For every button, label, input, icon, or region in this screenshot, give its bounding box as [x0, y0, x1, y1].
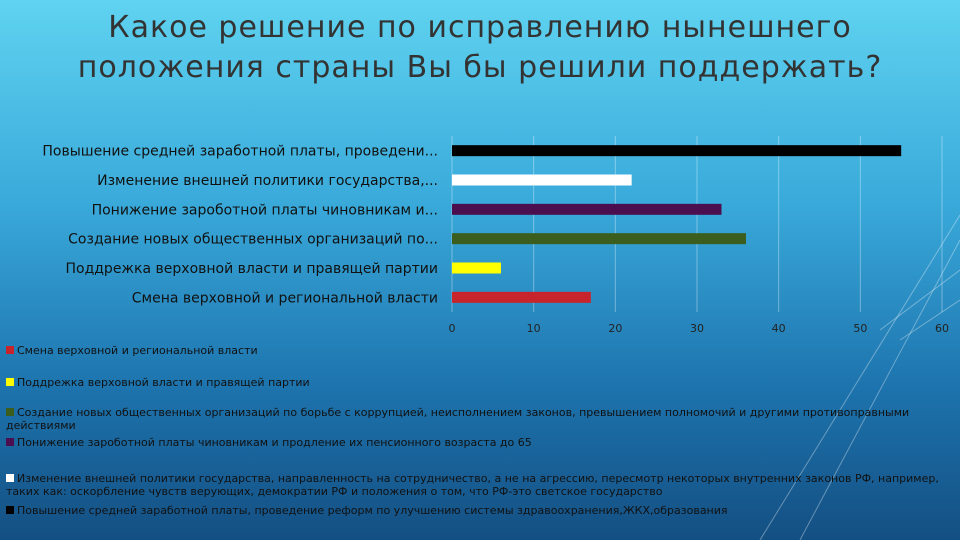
bar-chart: 0 10 20 30 40 50 60 Повышение средней заработно… — [42, 143, 949, 335]
category-label: Смена верховной и региональной власти — [132, 290, 438, 306]
legend-label: Понижение зароботной платы чиновникам и … — [17, 436, 532, 449]
legend-item: Изменение внешней политики государства, … — [6, 472, 956, 498]
legend-label: Смена верховной и региональной власти — [17, 344, 258, 357]
category-label: Повышение средней заработной платы, пров… — [42, 144, 438, 160]
category-label: Создание новых общественных организаций … — [68, 232, 438, 248]
category-label: Понижение зароботной платы чиновникам и.… — [92, 202, 438, 218]
x-tick-label: 0 — [449, 322, 456, 335]
legend-label: Создание новых общественных организаций … — [6, 406, 910, 432]
x-tick-label: 30 — [690, 322, 704, 335]
bar-1 — [452, 145, 902, 157]
x-tick-label: 60 — [935, 322, 949, 335]
legend-swatch — [6, 346, 14, 354]
chart-title: Какое решение по исправлению нынешнего п… — [77, 10, 883, 85]
bar-4 — [452, 233, 746, 245]
legend-item: Понижение зароботной платы чиновникам и … — [6, 436, 956, 449]
x-tick-label: 10 — [527, 322, 541, 335]
legend-label: Изменение внешней политики государства, … — [6, 472, 939, 498]
legend-item: Повышение средней заработной платы, пров… — [6, 504, 956, 517]
legend-label: Поддрежка верховной власти и правящей па… — [17, 376, 310, 389]
legend-label: Повышение средней заработной платы, пров… — [17, 504, 728, 517]
category-label: Изменение внешней политики государства,.… — [97, 173, 438, 189]
legend-swatch — [6, 474, 14, 482]
legend-swatch — [6, 408, 14, 416]
legend-swatch — [6, 378, 14, 386]
legend-swatch — [6, 506, 14, 514]
legend-item: Смена верховной и региональной власти — [6, 344, 956, 357]
bar-5 — [452, 262, 501, 274]
bar-3 — [452, 203, 722, 215]
legend-item: Создание новых общественных организаций … — [6, 406, 956, 432]
legend-item: Поддрежка верховной власти и правящей па… — [6, 376, 956, 389]
x-tick-label: 40 — [772, 322, 786, 335]
category-label: Поддрежка верховной власти и правящей па… — [65, 261, 438, 277]
bar-6 — [452, 291, 591, 303]
bar-2 — [452, 174, 632, 186]
x-tick-label: 50 — [853, 322, 867, 335]
x-tick-label: 20 — [608, 322, 622, 335]
legend-swatch — [6, 438, 14, 446]
